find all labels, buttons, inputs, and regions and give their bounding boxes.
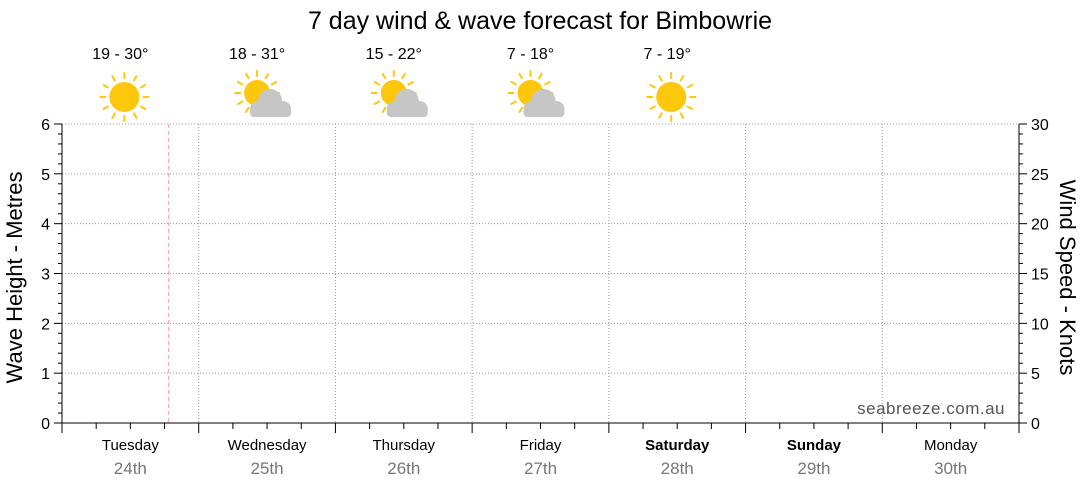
day-date-label: 27th xyxy=(524,459,557,478)
right-tick-label: 25 xyxy=(1031,167,1049,184)
sunny-icon xyxy=(646,72,697,122)
sun-ray xyxy=(679,75,685,82)
watermark-text: seabreeze.com.au xyxy=(857,399,1005,418)
sun-ray xyxy=(373,81,381,86)
temperature-label: 15 - 22° xyxy=(366,46,422,63)
day-name-label: Friday xyxy=(520,437,562,454)
left-axis-label: Wave Height - Metres xyxy=(2,172,27,384)
sun-ray xyxy=(401,72,406,80)
cloud-base xyxy=(250,108,292,117)
sun-ray xyxy=(679,112,685,119)
day-name-label: Monday xyxy=(924,437,978,454)
sun-disc xyxy=(109,82,140,112)
day-name-label: Tuesday xyxy=(102,437,159,454)
chart-title: 7 day wind & wave forecast for Bimbowrie xyxy=(308,7,772,35)
sun-ray xyxy=(381,106,387,114)
temperature-label: 7 - 19° xyxy=(644,46,691,63)
partly-cloudy-icon xyxy=(507,70,565,117)
right-tick-label: 5 xyxy=(1031,366,1040,383)
day-name-label: Saturday xyxy=(645,437,710,454)
sun-ray xyxy=(518,72,523,80)
right-tick-label: 10 xyxy=(1031,316,1049,333)
left-tick-label: 5 xyxy=(41,167,50,184)
day-date-label: 29th xyxy=(797,459,830,478)
left-tick-label: 1 xyxy=(41,366,50,383)
sun-ray xyxy=(544,81,551,86)
left-tick-label: 2 xyxy=(41,316,50,333)
left-tick-label: 3 xyxy=(41,267,50,284)
sun-ray xyxy=(373,100,381,105)
cloud-icon xyxy=(523,89,565,117)
partly-cloudy-icon xyxy=(234,70,292,117)
sun-ray xyxy=(510,81,517,86)
sun-ray xyxy=(245,72,250,80)
sun-ray xyxy=(102,105,109,110)
sun-ray xyxy=(102,84,109,89)
partly-cloudy-icon xyxy=(370,70,428,117)
day-name-label: Wednesday xyxy=(228,437,307,454)
sun-ray xyxy=(132,75,138,82)
sun-ray xyxy=(658,75,663,82)
right-tick-label: 0 xyxy=(1031,416,1040,433)
sun-ray xyxy=(237,100,244,105)
right-tick-label: 15 xyxy=(1031,267,1049,284)
sun-ray xyxy=(139,84,147,89)
sun-ray xyxy=(510,100,517,105)
day-date-label: 28th xyxy=(661,459,694,478)
sun-ray xyxy=(111,75,116,82)
sun-ray xyxy=(139,105,147,110)
sun-ray xyxy=(649,84,656,89)
sun-ray xyxy=(111,112,116,119)
sun-ray xyxy=(649,105,656,110)
sun-ray xyxy=(381,72,387,80)
cloud-icon xyxy=(386,89,428,117)
sun-ray xyxy=(686,105,693,110)
sun-ray xyxy=(407,81,414,86)
left-tick-label: 6 xyxy=(41,117,50,134)
sun-ray xyxy=(686,84,693,89)
right-tick-label: 30 xyxy=(1031,117,1049,134)
sun-ray xyxy=(538,72,543,80)
day-date-label: 26th xyxy=(387,459,420,478)
sun-ray xyxy=(270,81,278,86)
sun-ray xyxy=(264,72,270,80)
day-name-label: Thursday xyxy=(373,437,436,454)
left-tick-label: 4 xyxy=(41,217,50,234)
day-date-label: 25th xyxy=(251,459,284,478)
sun-ray xyxy=(518,106,523,114)
cloud-icon xyxy=(250,89,292,117)
sun-ray xyxy=(245,106,250,114)
sun-ray xyxy=(237,81,244,86)
temperature-label: 7 - 18° xyxy=(507,46,554,63)
left-tick-label: 0 xyxy=(41,416,50,433)
day-name-label: Sunday xyxy=(787,437,842,454)
day-date-label: 24th xyxy=(114,459,147,478)
temperature-label: 19 - 30° xyxy=(92,46,148,63)
right-tick-label: 20 xyxy=(1031,217,1049,234)
sunny-icon xyxy=(99,72,150,122)
cloud-base xyxy=(523,108,565,117)
cloud-base xyxy=(386,108,428,117)
sun-ray xyxy=(132,112,138,119)
sun-disc xyxy=(656,82,687,112)
right-axis-label: Wind Speed - Knots xyxy=(1055,180,1080,376)
temperature-label: 18 - 31° xyxy=(229,46,285,63)
sun-ray xyxy=(658,112,663,119)
day-date-label: 30th xyxy=(934,459,967,478)
